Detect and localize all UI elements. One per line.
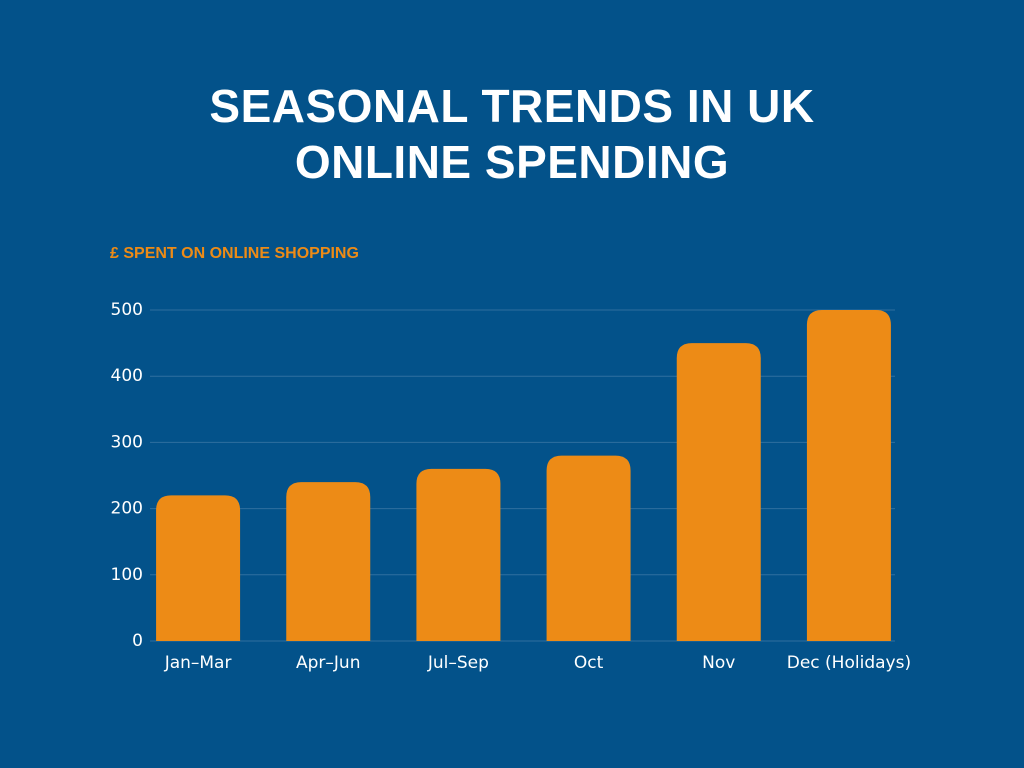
chart-title: SEASONAL TRENDS IN UK ONLINE SPENDING [209,80,815,188]
bar [416,468,501,641]
bar [546,455,631,641]
x-tick-label: Apr–Jun [296,653,360,673]
x-tick-label: Dec (Holidays) [787,653,911,673]
x-tick-label: Nov [702,653,735,673]
y-tick-label: 400 [111,366,143,386]
x-tick-label: Jan–Mar [164,653,232,673]
y-axis-label: £ SPENT ON ONLINE SHOPPING [110,245,359,262]
bar [806,310,891,641]
y-tick-label: 200 [111,499,143,519]
x-tick-label: Jul–Sep [427,653,489,673]
x-tick-label: Oct [574,653,604,673]
y-tick-label: 100 [111,565,143,585]
bar [156,495,241,641]
y-tick-label: 500 [111,300,143,320]
bar [286,482,371,641]
y-tick-label: 300 [111,432,143,452]
y-tick-label: 0 [132,631,143,651]
bar [676,343,761,641]
